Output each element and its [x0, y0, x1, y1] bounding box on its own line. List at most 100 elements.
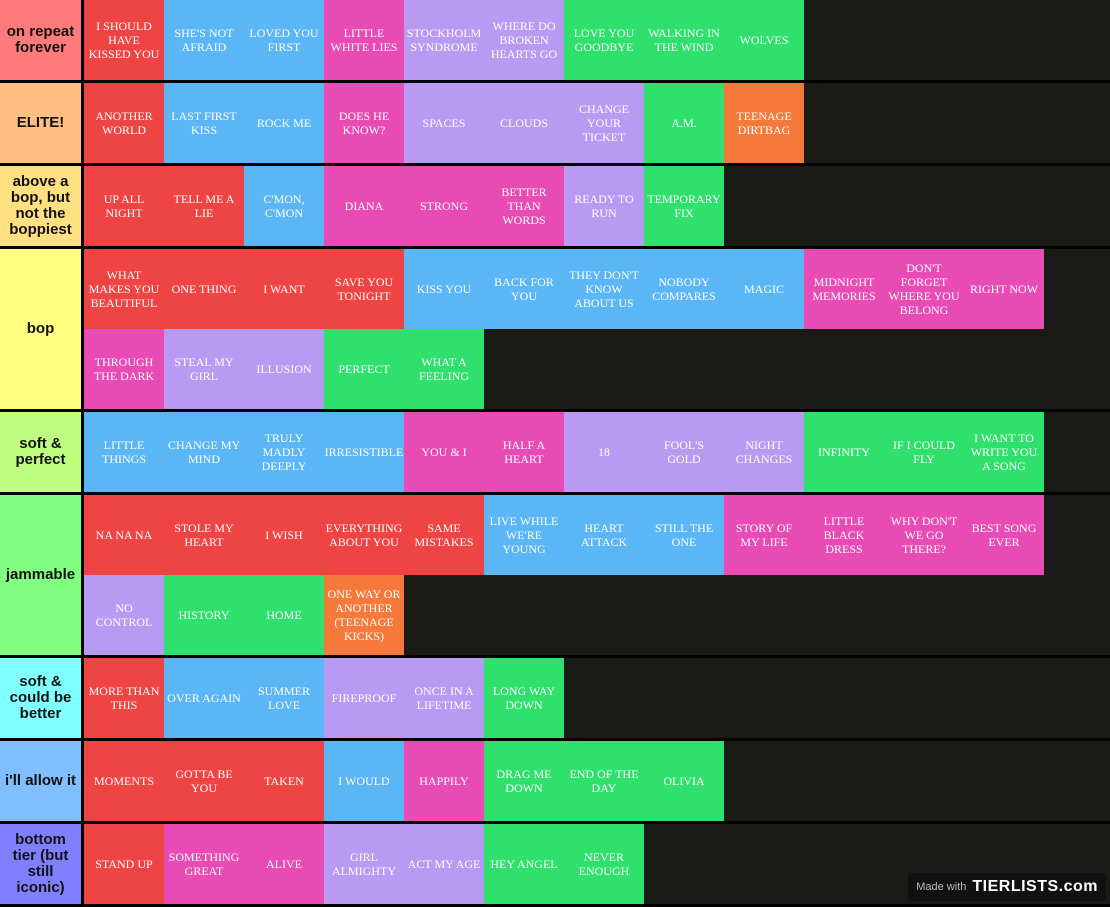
tier-label[interactable]: jammable: [0, 495, 84, 655]
song-card[interactable]: KISS YOU: [404, 249, 484, 329]
song-card[interactable]: BEST SONG EVER: [964, 495, 1044, 575]
song-card[interactable]: LITTLE BLACK DRESS: [804, 495, 884, 575]
song-card[interactable]: HEY ANGEL: [484, 824, 564, 904]
song-card[interactable]: HALF A HEART: [484, 412, 564, 492]
song-card[interactable]: ANOTHER WORLD: [84, 83, 164, 163]
song-card[interactable]: WOLVES: [724, 0, 804, 80]
song-card[interactable]: A.M.: [644, 83, 724, 163]
song-card[interactable]: STEAL MY GIRL: [164, 329, 244, 409]
song-card[interactable]: DOES HE KNOW?: [324, 83, 404, 163]
song-card[interactable]: FOOL'S GOLD: [644, 412, 724, 492]
song-card[interactable]: STILL THE ONE: [644, 495, 724, 575]
song-card[interactable]: ONE THING: [164, 249, 244, 329]
song-card[interactable]: CLOUDS: [484, 83, 564, 163]
song-card[interactable]: OVER AGAIN: [164, 658, 244, 738]
song-card[interactable]: HOME: [244, 575, 324, 655]
song-card[interactable]: NOBODY COMPARES: [644, 249, 724, 329]
song-card[interactable]: TEENAGE DIRTBAG: [724, 83, 804, 163]
song-card[interactable]: STORY OF MY LIFE: [724, 495, 804, 575]
song-card[interactable]: GIRL ALMIGHTY: [324, 824, 404, 904]
song-card[interactable]: THROUGH THE DARK: [84, 329, 164, 409]
song-card[interactable]: HEART ATTACK: [564, 495, 644, 575]
song-card[interactable]: WALKING IN THE WIND: [644, 0, 724, 80]
song-card[interactable]: MORE THAN THIS: [84, 658, 164, 738]
song-card[interactable]: ACT MY AGE: [404, 824, 484, 904]
song-card[interactable]: DIANA: [324, 166, 404, 246]
song-card[interactable]: STOCKHOLM SYNDROME: [404, 0, 484, 80]
song-card[interactable]: PERFECT: [324, 329, 404, 409]
tier-label[interactable]: i'll allow it: [0, 741, 84, 821]
song-card[interactable]: SUMMER LOVE: [244, 658, 324, 738]
tier-label[interactable]: soft & could be better: [0, 658, 84, 738]
song-card[interactable]: NEVER ENOUGH: [564, 824, 644, 904]
song-card[interactable]: STRONG: [404, 166, 484, 246]
song-card[interactable]: ROCK ME: [244, 83, 324, 163]
song-card[interactable]: LOVE YOU GOODBYE: [564, 0, 644, 80]
song-card[interactable]: WHERE DO BROKEN HEARTS GO: [484, 0, 564, 80]
song-card[interactable]: READY TO RUN: [564, 166, 644, 246]
song-card[interactable]: NIGHT CHANGES: [724, 412, 804, 492]
song-card[interactable]: LONG WAY DOWN: [484, 658, 564, 738]
watermark[interactable]: Made with TIERLISTS.com: [908, 873, 1106, 901]
song-card[interactable]: I WANT TO WRITE YOU A SONG: [964, 412, 1044, 492]
song-card[interactable]: MIDNIGHT MEMORIES: [804, 249, 884, 329]
song-card[interactable]: ONCE IN A LIFETIME: [404, 658, 484, 738]
song-card[interactable]: THEY DON'T KNOW ABOUT US: [564, 249, 644, 329]
song-card[interactable]: BETTER THAN WORDS: [484, 166, 564, 246]
song-card[interactable]: HISTORY: [164, 575, 244, 655]
song-card[interactable]: I WISH: [244, 495, 324, 575]
song-card[interactable]: SAVE YOU TONIGHT: [324, 249, 404, 329]
song-card[interactable]: WHY DON'T WE GO THERE?: [884, 495, 964, 575]
song-card[interactable]: STAND UP: [84, 824, 164, 904]
song-card[interactable]: ILLUSION: [244, 329, 324, 409]
song-card[interactable]: ALIVE: [244, 824, 324, 904]
song-card[interactable]: LAST FIRST KISS: [164, 83, 244, 163]
song-card[interactable]: TAKEN: [244, 741, 324, 821]
song-card[interactable]: CHANGE MY MIND: [164, 412, 244, 492]
song-card[interactable]: I WANT: [244, 249, 324, 329]
song-card[interactable]: IF I COULD FLY: [884, 412, 964, 492]
song-card[interactable]: HAPPILY: [404, 741, 484, 821]
song-card[interactable]: 18: [564, 412, 644, 492]
song-card[interactable]: OLIVIA: [644, 741, 724, 821]
song-card[interactable]: FIREPROOF: [324, 658, 404, 738]
song-card[interactable]: DON'T FORGET WHERE YOU BELONG: [884, 249, 964, 329]
song-card[interactable]: NA NA NA: [84, 495, 164, 575]
song-card[interactable]: DRAG ME DOWN: [484, 741, 564, 821]
song-card[interactable]: WHAT MAKES YOU BEAUTIFUL: [84, 249, 164, 329]
song-card[interactable]: ONE WAY OR ANOTHER (TEENAGE KICKS): [324, 575, 404, 655]
song-card[interactable]: I WOULD: [324, 741, 404, 821]
song-card[interactable]: RIGHT NOW: [964, 249, 1044, 329]
song-card[interactable]: GOTTA BE YOU: [164, 741, 244, 821]
song-card[interactable]: LITTLE WHITE LIES: [324, 0, 404, 80]
tier-label[interactable]: soft & perfect: [0, 412, 84, 492]
tier-label[interactable]: ELITE!: [0, 83, 84, 163]
song-card[interactable]: END OF THE DAY: [564, 741, 644, 821]
song-card[interactable]: INFINITY: [804, 412, 884, 492]
song-card[interactable]: I SHOULD HAVE KISSED YOU: [84, 0, 164, 80]
song-card[interactable]: C'MON, C'MON: [244, 166, 324, 246]
tier-label[interactable]: bop: [0, 249, 84, 409]
song-card[interactable]: YOU & I: [404, 412, 484, 492]
song-card[interactable]: UP ALL NIGHT: [84, 166, 164, 246]
song-card[interactable]: NO CONTROL: [84, 575, 164, 655]
song-card[interactable]: SOMETHING GREAT: [164, 824, 244, 904]
song-card[interactable]: MOMENTS: [84, 741, 164, 821]
song-card[interactable]: BACK FOR YOU: [484, 249, 564, 329]
song-card[interactable]: TEMPORARY FIX: [644, 166, 724, 246]
song-card[interactable]: MAGIC: [724, 249, 804, 329]
tier-label[interactable]: bottom tier (but still iconic): [0, 824, 84, 904]
song-card[interactable]: LITTLE THINGS: [84, 412, 164, 492]
song-card[interactable]: LOVED YOU FIRST: [244, 0, 324, 80]
song-card[interactable]: CHANGE YOUR TICKET: [564, 83, 644, 163]
tier-label[interactable]: on repeat forever: [0, 0, 84, 80]
song-card[interactable]: SHE'S NOT AFRAID: [164, 0, 244, 80]
song-card[interactable]: IRRESISTIBLE: [324, 412, 404, 492]
song-card[interactable]: WHAT A FEELING: [404, 329, 484, 409]
song-card[interactable]: SAME MISTAKES: [404, 495, 484, 575]
song-card[interactable]: TRULY MADLY DEEPLY: [244, 412, 324, 492]
song-card[interactable]: EVERYTHING ABOUT YOU: [324, 495, 404, 575]
tier-label[interactable]: above a bop, but not the boppiest: [0, 166, 84, 246]
song-card[interactable]: STOLE MY HEART: [164, 495, 244, 575]
song-card[interactable]: TELL ME A LIE: [164, 166, 244, 246]
